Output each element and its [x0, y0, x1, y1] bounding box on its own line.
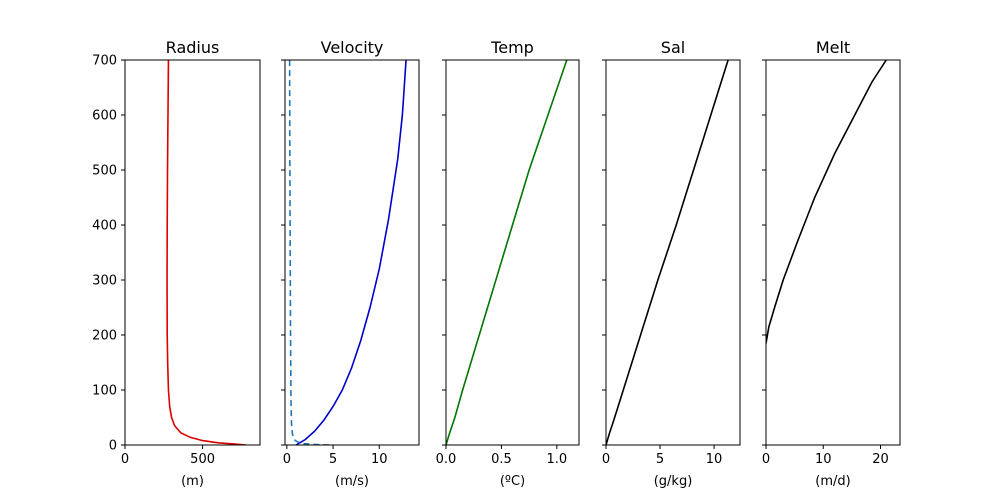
panel-title: Melt [816, 38, 850, 57]
x-tick-label: 5 [656, 452, 664, 467]
y-tick-label: 0 [109, 439, 117, 454]
axes-frame [124, 59, 261, 446]
x-axis-label: (m/s) [335, 474, 369, 489]
axes-frame [445, 59, 580, 446]
y-tick-label: 200 [92, 329, 117, 344]
x-axis-label: (m/d) [815, 474, 850, 489]
x-axis-label: (g/kg) [654, 474, 693, 489]
x-tick-label: 10 [371, 452, 388, 467]
panel-title: Radius [166, 38, 220, 57]
x-axis-label: (ºC) [500, 474, 525, 489]
panel-title: Sal [661, 38, 685, 57]
x-tick-label: 10 [706, 452, 723, 467]
panel-title: Velocity [321, 38, 384, 57]
series-line-1 [295, 60, 407, 445]
x-tick-label: 0 [283, 452, 291, 467]
panel-sal: Sal 0 5 10 (g/kg) [602, 38, 741, 489]
x-tick-label: 5 [329, 452, 337, 467]
panel-melt: Melt 0 10 20 (m/d) [762, 38, 901, 489]
panel-velocity: Velocity 0 5 10(m/s) [281, 38, 420, 489]
x-axis-label: (m) [181, 474, 204, 489]
y-tick-label: 400 [92, 219, 117, 234]
x-tick-label: 500 [190, 452, 215, 467]
series-line-1 [166, 60, 247, 445]
x-tick-label: 0 [121, 452, 129, 467]
x-tick-label: 1.0 [546, 452, 567, 467]
x-tick-label: 0.0 [436, 452, 457, 467]
y-tick-label: 500 [92, 164, 117, 179]
y-tick-label: 600 [92, 109, 117, 124]
x-tick-label: 0.5 [491, 452, 512, 467]
panel-title: Temp [490, 38, 534, 57]
axes-frame [765, 59, 901, 446]
series-line-1 [606, 60, 729, 445]
y-tick-label: 100 [92, 384, 117, 399]
x-tick-label: 0 [602, 452, 610, 467]
panel-temp: Temp 0.0 0.5 1.0 (ºC) [436, 38, 580, 489]
axes-frame [284, 59, 420, 446]
axes-frame [605, 59, 741, 446]
series-line-1 [766, 60, 887, 344]
x-tick-label: 20 [872, 452, 889, 467]
y-tick-label: 700 [92, 54, 117, 69]
series-line-1 [446, 60, 568, 445]
series-line-2 [288, 60, 330, 445]
x-tick-label: 10 [815, 452, 832, 467]
panel-radius: Radius 0 500 (m) 0 100 200 300 400 500 600 700 [92, 38, 261, 489]
x-tick-label: 0 [762, 452, 770, 467]
y-tick-label: 300 [92, 274, 117, 289]
